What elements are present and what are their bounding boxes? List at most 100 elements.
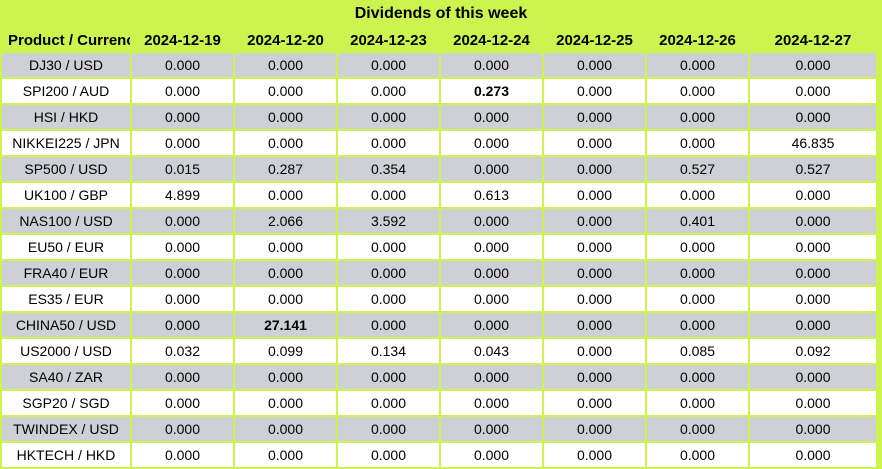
dividend-value-cell: 0.092: [750, 339, 876, 363]
product-cell: CHINA50 / USD: [2, 313, 130, 337]
product-cell: US2000 / USD: [2, 339, 130, 363]
product-cell: HSI / HKD: [2, 105, 130, 129]
dividend-value-cell: 0.000: [132, 79, 233, 103]
table-row: NIKKEI225 / JPN 0.000 0.000 0.000 0.000 0.000…: [2, 131, 876, 155]
table-row: HSI / HKD 0.000 0.000 0.000 0.000 0.000 0.000 0…: [2, 105, 876, 129]
dividend-value-cell: 0.000: [441, 157, 542, 181]
dividend-value-cell: 27.141: [235, 313, 336, 337]
dividend-value-cell: 0.000: [647, 443, 748, 467]
table-row: ES35 / EUR 0.000 0.000 0.000 0.000 0.000 0.000…: [2, 287, 876, 311]
product-cell: DJ30 / USD: [2, 53, 130, 77]
dividend-value-cell: 0.000: [235, 105, 336, 129]
dividend-value-cell: 0.000: [544, 53, 645, 77]
dividend-value-cell: 0.000: [338, 391, 439, 415]
dividend-value-cell: 0.099: [235, 339, 336, 363]
date-column-header: 2024-12-25: [556, 31, 633, 49]
dividend-value-cell: 0.000: [544, 183, 645, 207]
dividend-value-cell: 0.000: [338, 443, 439, 467]
dividend-value-cell: 0.000: [647, 417, 748, 441]
header-row: Product / Currency 2024-12-19 2024-12-20 20…: [2, 29, 876, 51]
dividend-value-cell: 0.032: [132, 339, 233, 363]
dividend-value-cell: 2.066: [235, 209, 336, 233]
dividend-value-cell: 0.613: [441, 183, 542, 207]
dividend-value-cell: 0.000: [544, 365, 645, 389]
dividend-value-cell: 0.000: [544, 443, 645, 467]
dividend-value-cell: 0.000: [441, 391, 542, 415]
dividend-value-cell: 0.000: [544, 391, 645, 415]
dividend-value-cell: 0.000: [441, 131, 542, 155]
date-column-header: 2024-12-23: [350, 31, 427, 49]
dividend-value-cell: 46.835: [750, 131, 876, 155]
dividend-value-cell: 0.000: [235, 235, 336, 259]
dividend-value-cell: 0.000: [132, 365, 233, 389]
dividend-value-cell: 0.000: [647, 235, 748, 259]
dividend-value-cell: 0.000: [132, 131, 233, 155]
dividend-value-cell: 0.000: [544, 209, 645, 233]
product-cell: FRA40 / EUR: [2, 261, 130, 285]
dividend-value-cell: 0.000: [441, 313, 542, 337]
product-cell: SP500 / USD: [2, 157, 130, 181]
dividend-value-cell: 0.000: [750, 261, 876, 285]
dividend-value-cell: 0.000: [441, 443, 542, 467]
dividend-value-cell: 0.000: [132, 261, 233, 285]
product-cell: NAS100 / USD: [2, 209, 130, 233]
dividend-value-cell: 0.287: [235, 157, 336, 181]
dividend-value-cell: 0.000: [338, 131, 439, 155]
dividend-value-cell: 0.000: [647, 261, 748, 285]
dividend-value-cell: 0.000: [750, 365, 876, 389]
dividend-value-cell: 0.000: [647, 365, 748, 389]
dividend-value-cell: 0.000: [750, 391, 876, 415]
product-cell: ES35 / EUR: [2, 287, 130, 311]
dividend-value-cell: 0.000: [338, 313, 439, 337]
table-row: SPI200 / AUD 0.000 0.000 0.000 0.273 0.000 0.0…: [2, 79, 876, 103]
table-row: TWINDEX / USD 0.000 0.000 0.000 0.000 0.000 0.…: [2, 417, 876, 441]
dividend-value-cell: 0.354: [338, 157, 439, 181]
dividend-value-cell: 0.000: [750, 443, 876, 467]
dividend-value-cell: 0.134: [338, 339, 439, 363]
dividend-value-cell: 0.000: [750, 183, 876, 207]
dividend-value-cell: 0.000: [750, 417, 876, 441]
dividend-value-cell: 0.000: [544, 235, 645, 259]
table-row: HKTECH / HKD 0.000 0.000 0.000 0.000 0.000 0.0…: [2, 443, 876, 467]
date-column-header: 2024-12-20: [247, 31, 324, 49]
dividend-value-cell: 0.000: [338, 287, 439, 311]
dividend-value-cell: 0.000: [441, 53, 542, 77]
dividend-value-cell: 0.000: [647, 183, 748, 207]
table-row: SGP20 / SGD 0.000 0.000 0.000 0.000 0.000 0.00…: [2, 391, 876, 415]
dividend-value-cell: 4.899: [132, 183, 233, 207]
table-row: UK100 / GBP 4.899 0.000 0.000 0.613 0.000 0.00…: [2, 183, 876, 207]
product-cell: NIKKEI225 / JPN: [2, 131, 130, 155]
table-row: NAS100 / USD 0.000 2.066 3.592 0.000 0.000 0.4…: [2, 209, 876, 233]
dividend-value-cell: 0.000: [647, 105, 748, 129]
dividend-value-cell: 0.401: [647, 209, 748, 233]
dividend-value-cell: 0.000: [441, 209, 542, 233]
dividend-value-cell: 0.000: [235, 287, 336, 311]
dividend-value-cell: 0.000: [441, 417, 542, 441]
dividend-value-cell: 0.000: [544, 131, 645, 155]
dividend-value-cell: 0.000: [235, 131, 336, 155]
dividend-value-cell: 0.000: [647, 131, 748, 155]
product-cell: EU50 / EUR: [2, 235, 130, 259]
product-cell: UK100 / GBP: [2, 183, 130, 207]
dividend-value-cell: 0.000: [235, 443, 336, 467]
dividend-value-cell: 0.000: [132, 391, 233, 415]
product-cell: HKTECH / HKD: [2, 443, 130, 467]
dividend-value-cell: 0.000: [235, 261, 336, 285]
dividend-value-cell: 0.000: [338, 53, 439, 77]
dividend-value-cell: 0.000: [544, 79, 645, 103]
dividend-value-cell: 0.273: [441, 79, 542, 103]
dividend-value-cell: 0.000: [235, 391, 336, 415]
dividend-value-cell: 0.000: [647, 79, 748, 103]
dividend-value-cell: 0.000: [132, 105, 233, 129]
dividend-value-cell: 0.000: [647, 391, 748, 415]
dividend-value-cell: 0.527: [750, 157, 876, 181]
table-row: DJ30 / USD 0.000 0.000 0.000 0.000 0.000 0.000…: [2, 53, 876, 77]
dividend-value-cell: 0.000: [647, 287, 748, 311]
dividend-value-cell: 0.000: [132, 209, 233, 233]
date-column-header: 2024-12-27: [774, 31, 852, 49]
table-row: SA40 / ZAR 0.000 0.000 0.000 0.000 0.000 0.000…: [2, 365, 876, 389]
dividend-value-cell: 0.000: [132, 53, 233, 77]
dividend-value-cell: 0.000: [235, 365, 336, 389]
dividend-value-cell: 0.000: [544, 417, 645, 441]
